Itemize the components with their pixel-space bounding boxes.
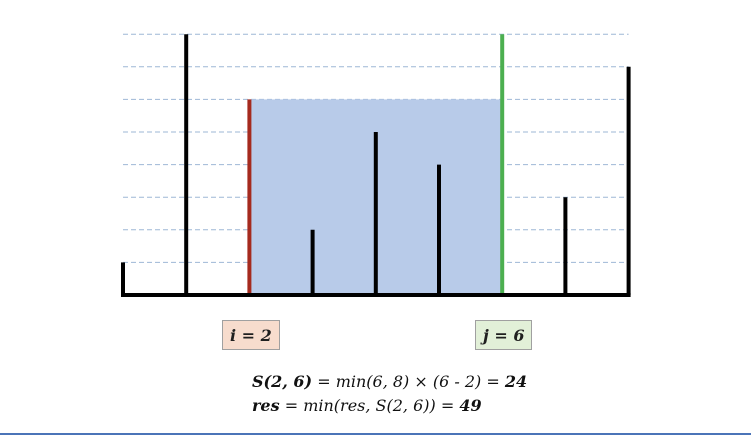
result-formula-expression: = min(res, S(2, 6)) = — [279, 396, 460, 415]
area-formula: S(2, 6) = min(6, 8) × (6 - 2) = 24 — [252, 372, 527, 391]
result-formula-result: 49 — [459, 396, 482, 415]
area-formula-expression: = min(6, 8) × (6 - 2) = — [312, 372, 505, 391]
result-formula-lhs: res — [252, 396, 280, 415]
area-formula-result: 24 — [504, 372, 528, 391]
bottom-divider — [0, 433, 751, 435]
bars — [121, 34, 631, 295]
result-formula: res = min(res, S(2, 6)) = 49 — [252, 396, 482, 415]
index-i-label: i = 2 — [222, 320, 280, 350]
area-formula-lhs: S(2, 6) — [252, 372, 313, 391]
index-j-label: j = 6 — [475, 320, 533, 350]
